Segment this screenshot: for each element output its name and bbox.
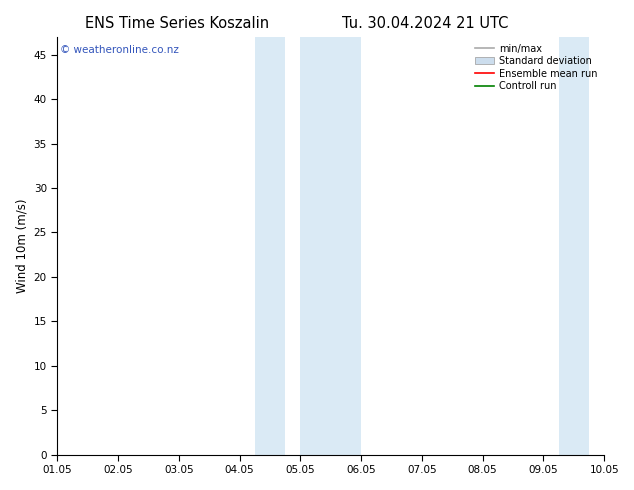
Text: Tu. 30.04.2024 21 UTC: Tu. 30.04.2024 21 UTC — [342, 16, 508, 31]
Legend: min/max, Standard deviation, Ensemble mean run, Controll run: min/max, Standard deviation, Ensemble me… — [472, 42, 599, 93]
Bar — [604, 37, 634, 455]
Bar — [301, 37, 361, 455]
Text: ENS Time Series Koszalin: ENS Time Series Koszalin — [86, 16, 269, 31]
Bar — [255, 37, 285, 455]
Y-axis label: Wind 10m (m/s): Wind 10m (m/s) — [15, 198, 28, 293]
Bar — [559, 37, 589, 455]
Text: © weatheronline.co.nz: © weatheronline.co.nz — [60, 46, 179, 55]
